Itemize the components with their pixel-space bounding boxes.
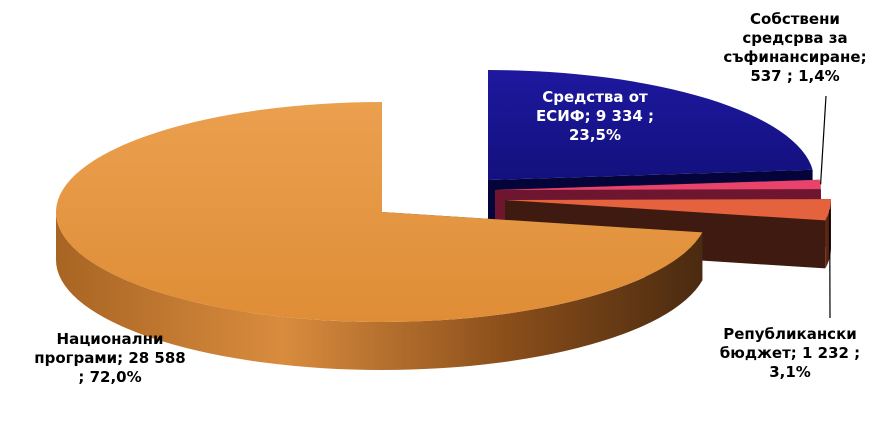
data-label-own-funds: Собствени средсрва за съфинансиране; 537 ; … [700, 10, 887, 86]
data-label-line: 3,1% [769, 363, 811, 381]
leader-line-own-funds [819, 95, 827, 185]
data-label-line: програми; 28 588 [34, 349, 186, 367]
data-label-line: Републикански [723, 325, 857, 343]
pie-slice-esif-top [488, 70, 813, 180]
data-label-line: съфинансиране; [723, 48, 867, 66]
data-label-line: ЕСИФ; 9 334 ; [535, 107, 655, 125]
data-label-line: Собствени [750, 10, 840, 28]
data-label-line: ; 72,0% [78, 368, 142, 386]
pie-slice-own-funds-top [495, 179, 821, 190]
data-label-republican-budget: Републикански бюджет; 1 232 ; 3,1% [700, 325, 880, 382]
pie-slice-national-programs [56, 102, 703, 371]
pie-slice-republican-budget-top [505, 199, 832, 221]
data-label-line: средсрва за [742, 29, 848, 47]
pie-slice-national-programs-top [56, 102, 703, 322]
data-label-national-programs: Национални програми; 28 588; 72,0% [20, 330, 200, 387]
data-label-line: 23,5% [568, 126, 622, 144]
data-label-line: Национални [56, 330, 164, 348]
data-label-line: Средства от [542, 88, 648, 106]
data-label-line: бюджет; 1 232 ; [719, 344, 861, 362]
data-label-esif: Средства от ЕСИФ; 9 334 ; 23,5% [510, 88, 680, 145]
pie-slice-national-programs-side [56, 212, 703, 371]
data-label-line: 537 ; 1,4% [750, 67, 840, 85]
